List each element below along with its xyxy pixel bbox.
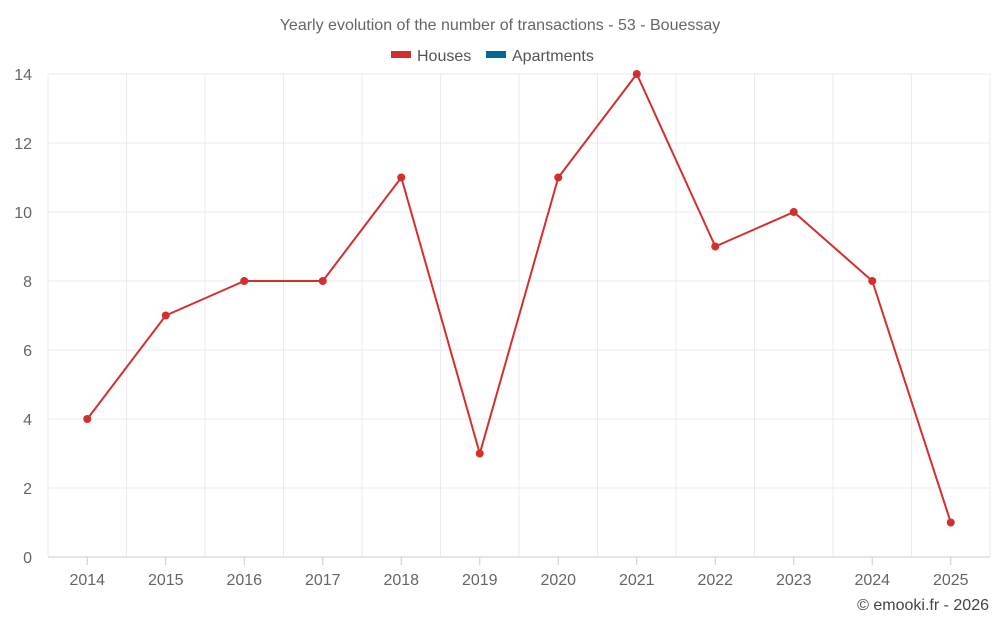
x-tick-label: 2014 xyxy=(69,572,105,589)
y-tick-label: 12 xyxy=(14,136,32,153)
x-tick-label: 2017 xyxy=(305,572,341,589)
data-point-houses-2021[interactable] xyxy=(632,70,641,78)
x-tick-label: 2023 xyxy=(776,572,812,589)
legend-label-apartments[interactable]: Apartments xyxy=(512,48,594,65)
legend-swatch-houses xyxy=(391,51,411,58)
x-tick-label: 2025 xyxy=(933,572,969,589)
x-tick-label: 2021 xyxy=(619,572,655,589)
data-point-houses-2020[interactable] xyxy=(554,173,563,182)
credit-text[interactable]: © emooki.fr - 2026 xyxy=(857,597,989,614)
series-line-houses xyxy=(86,73,952,523)
x-tick-label: 2019 xyxy=(462,572,498,589)
x-tick-label: 2022 xyxy=(697,572,733,589)
y-tick-label: 14 xyxy=(14,67,32,84)
data-point-houses-2018[interactable] xyxy=(397,173,406,182)
axes: 0 2 4 6 8 10 12 14 2014 2015 2016 2017 2018 2019 2020 2… xyxy=(14,67,990,589)
data-point-houses-2024[interactable] xyxy=(868,277,877,285)
x-tick-label: 2015 xyxy=(148,572,184,589)
series-layer xyxy=(83,70,955,527)
y-tick-label: 10 xyxy=(14,205,32,222)
data-point-houses-2017[interactable] xyxy=(318,277,327,285)
legend-swatch-apartments xyxy=(486,51,506,58)
x-tick-label: 2020 xyxy=(540,572,576,589)
x-tick-label: 2016 xyxy=(226,572,262,589)
data-point-houses-2019[interactable] xyxy=(475,449,484,458)
x-tick-label: 2024 xyxy=(854,572,890,589)
x-tick-label: 2018 xyxy=(383,572,419,589)
data-point-houses-2016[interactable] xyxy=(240,277,249,285)
y-tick-label: 6 xyxy=(23,343,32,360)
data-point-houses-2022[interactable] xyxy=(711,242,720,251)
y-tick-label: 2 xyxy=(23,481,32,498)
y-tick-label: 8 xyxy=(23,274,32,291)
data-point-houses-2014[interactable] xyxy=(83,415,92,423)
data-point-houses-2025[interactable] xyxy=(946,518,955,527)
y-tick-label: 4 xyxy=(23,412,32,429)
legend: Houses Apartments xyxy=(391,48,594,65)
data-point-houses-2015[interactable] xyxy=(161,311,170,320)
legend-label-houses[interactable]: Houses xyxy=(417,48,471,65)
y-tick-label: 0 xyxy=(23,550,32,567)
data-point-houses-2023[interactable] xyxy=(789,208,798,216)
chart-title: Yearly evolution of the number of transa… xyxy=(280,17,721,34)
